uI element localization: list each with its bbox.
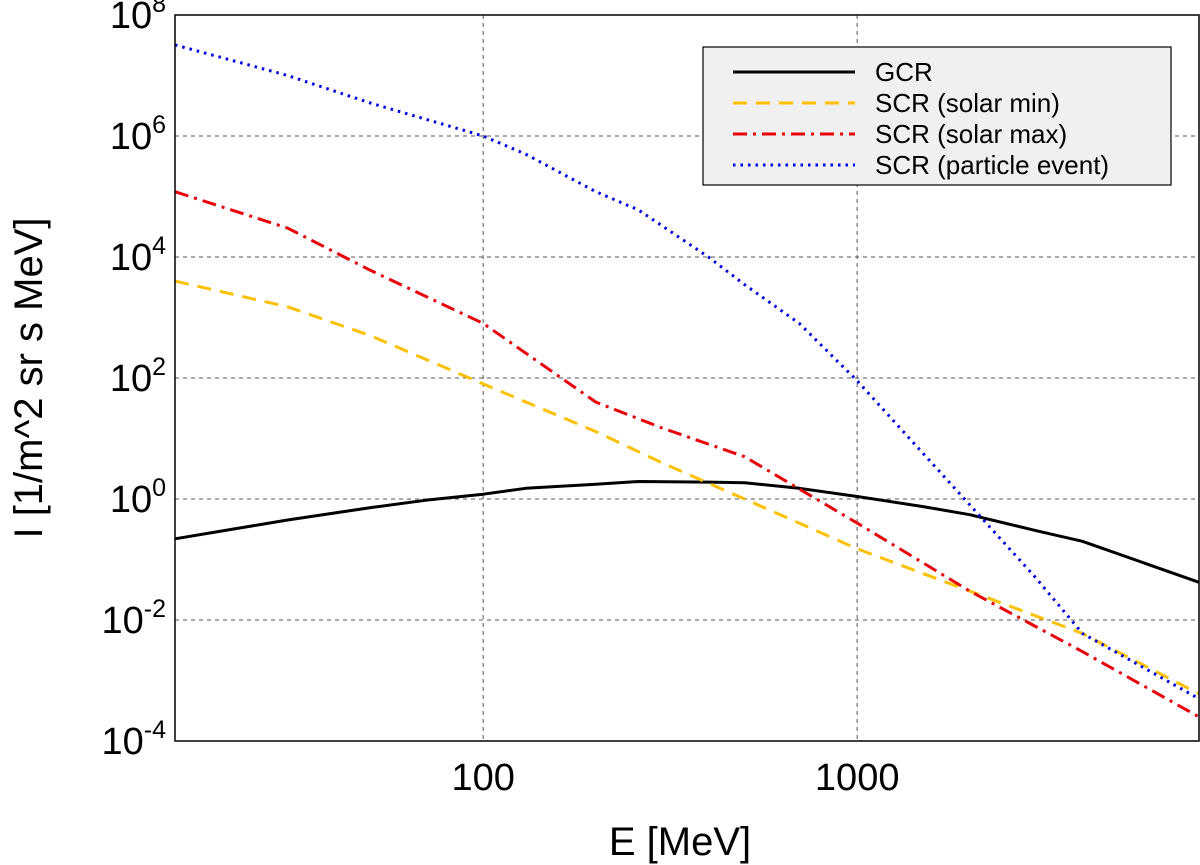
legend-label-scr-solar-max: SCR (solar max) — [875, 119, 1067, 149]
legend-label-scr-particle-event: SCR (particle event) — [875, 150, 1109, 180]
series-layer — [174, 43, 1200, 719]
x-tick-label-1: 1000 — [815, 757, 900, 799]
y-tick-label-4: 104 — [110, 232, 166, 279]
y-axis-label: I [1/m^2 sr s MeV] — [7, 217, 51, 538]
x-axis-label: E [MeV] — [609, 820, 751, 864]
y-tick-label-3: 102 — [110, 353, 166, 400]
x-tick-label-0: 100 — [451, 757, 514, 799]
y-tick-label-2: 100 — [110, 474, 166, 521]
y-tick-label-1: 10-2 — [101, 595, 166, 642]
series-line-gcr — [174, 480, 1200, 584]
plot-frame — [174, 14, 1200, 742]
x-tick-labels: 100 1000 — [451, 757, 899, 799]
legend-box — [702, 46, 1172, 186]
series-line-scr-solar-min — [174, 279, 1200, 696]
y-tick-label-5: 106 — [110, 111, 166, 158]
series-line-scr-solar-max — [174, 190, 1200, 719]
legend-label-scr-solar-min: SCR (solar min) — [875, 88, 1060, 118]
series-line-scr-particle-event — [174, 43, 1200, 701]
y-tick-labels: 10-4 10-2 100 102 104 106 108 — [101, 0, 166, 763]
legend-label-gcr: GCR — [875, 57, 933, 87]
y-tick-label-0: 10-4 — [101, 716, 166, 763]
y-tick-label-6: 108 — [110, 0, 166, 37]
